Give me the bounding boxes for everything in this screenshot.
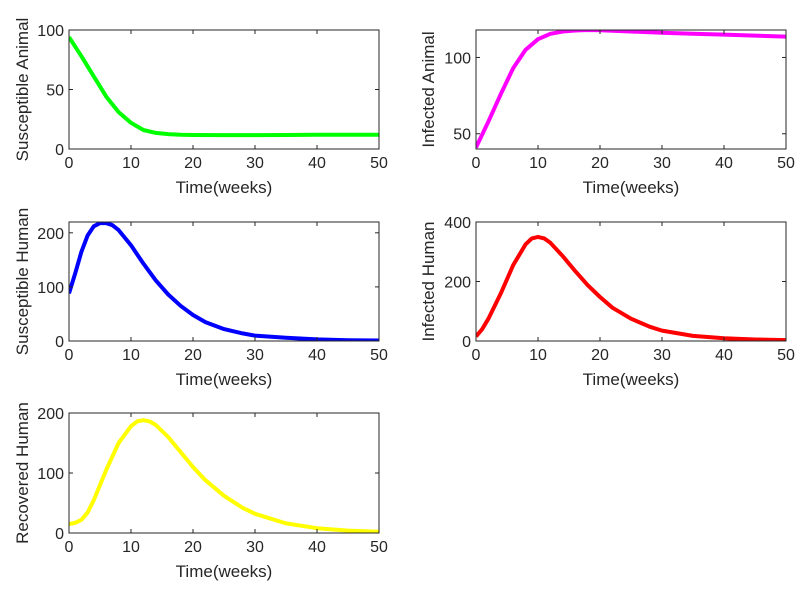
infected-animal-y-tick-label: 100 xyxy=(444,50,471,67)
susceptible-human-y-tick-label: 100 xyxy=(37,280,64,297)
recovered-human-x-tick-label: 30 xyxy=(246,539,264,556)
infected-animal-y-tick-label: 50 xyxy=(453,127,471,144)
recovered-human-axes-frame xyxy=(68,412,380,534)
plot-infected-animal: 0 10 20 30 40 50 50 100 Time(weeks) Infected Anim… xyxy=(419,29,795,197)
susceptible-animal-x-axis-label: Time(weeks) xyxy=(176,178,273,197)
infected-human-x-axis-label: Time(weeks) xyxy=(583,370,680,389)
susceptible-animal-series-line-0 xyxy=(69,36,379,138)
infected-animal-x-axis-label: Time(weeks) xyxy=(583,178,680,197)
infected-human-y-tick-label: 0 xyxy=(462,334,471,351)
recovered-human-x-tick-label: 0 xyxy=(65,539,74,556)
susceptible-human-x-tick-label: 50 xyxy=(370,347,388,364)
susceptible-animal-y-tick-label: 0 xyxy=(55,142,64,159)
infected-human-x-tick-label: 10 xyxy=(529,347,547,364)
infected-human-y-tick-label: 400 xyxy=(444,215,471,232)
susceptible-animal-axes-frame xyxy=(68,29,380,150)
infected-human-x-tick-label: 20 xyxy=(591,347,609,364)
infected-animal-x-tick-label: 50 xyxy=(777,155,795,172)
infected-human-axes-frame xyxy=(475,221,787,342)
susceptible-human-x-tick-label: 0 xyxy=(65,347,74,364)
infected-animal-x-tick-label: 30 xyxy=(653,155,671,172)
susceptible-animal-y-tick-label: 50 xyxy=(46,83,64,100)
susceptible-animal-x-tick-label: 30 xyxy=(246,155,264,172)
recovered-human-y-tick-label: 100 xyxy=(37,466,64,483)
recovered-human-y-tick-label: 200 xyxy=(37,406,64,423)
susceptible-human-y-tick-label: 200 xyxy=(37,226,64,243)
susceptible-animal-x-tick-label: 50 xyxy=(370,155,388,172)
susceptible-human-x-tick-label: 30 xyxy=(246,347,264,364)
recovered-human-x-tick-label: 50 xyxy=(370,539,388,556)
susceptible-human-x-tick-label: 40 xyxy=(308,347,326,364)
susceptible-animal-x-tick-label: 0 xyxy=(65,155,74,172)
plot-recovered-human: 0 10 20 30 40 50 0 100 200 Time(weeks) Recovered H… xyxy=(13,402,388,581)
susceptible-animal-x-tick-label: 20 xyxy=(184,155,202,172)
recovered-human-x-axis-label: Time(weeks) xyxy=(176,562,273,581)
infected-human-x-tick-label: 30 xyxy=(653,347,671,364)
susceptible-human-x-tick-label: 20 xyxy=(184,347,202,364)
infected-animal-axes-frame xyxy=(475,29,787,150)
susceptible-human-axes-frame xyxy=(68,221,380,342)
recovered-human-x-tick-label: 20 xyxy=(184,539,202,556)
infected-human-x-tick-label: 0 xyxy=(472,347,481,364)
susceptible-human-series-line-0 xyxy=(69,222,379,341)
susceptible-human-y-axis-label: Susceptible Human xyxy=(13,208,32,355)
susceptible-human-x-tick-label: 10 xyxy=(122,347,140,364)
susceptible-animal-x-tick-label: 10 xyxy=(122,155,140,172)
infected-animal-y-axis-label: Infected Animal xyxy=(419,31,438,147)
plot-susceptible-human: 0 10 20 30 40 50 0 100 200 Time(weeks) Susceptible… xyxy=(13,208,388,389)
infected-human-x-tick-label: 50 xyxy=(777,347,795,364)
susceptible-animal-x-tick-label: 40 xyxy=(308,155,326,172)
susceptible-human-y-tick-label: 0 xyxy=(55,334,64,351)
infected-animal-x-tick-label: 10 xyxy=(529,155,547,172)
infected-human-x-tick-label: 40 xyxy=(715,347,733,364)
recovered-human-x-tick-label: 40 xyxy=(308,539,326,556)
recovered-human-series-line-0 xyxy=(69,418,379,533)
recovered-human-y-axis-label: Recovered Human xyxy=(13,402,32,544)
infected-human-y-tick-label: 200 xyxy=(444,275,471,292)
infected-animal-x-tick-label: 40 xyxy=(715,155,733,172)
infected-animal-series-line-0 xyxy=(476,30,786,149)
infected-human-series-line-0 xyxy=(476,234,786,341)
infected-animal-x-tick-label: 20 xyxy=(591,155,609,172)
infected-human-y-axis-label: Infected Human xyxy=(419,221,438,341)
susceptible-animal-y-axis-label: Susceptible Animal xyxy=(13,18,32,162)
recovered-human-x-tick-label: 10 xyxy=(122,539,140,556)
infected-animal-x-tick-label: 0 xyxy=(472,155,481,172)
susceptible-animal-y-tick-label: 100 xyxy=(37,23,64,40)
plot-infected-human: 0 10 20 30 40 50 0 200 400 Time(weeks) Infected Hu… xyxy=(419,215,795,389)
plot-susceptible-animal: 0 10 20 30 40 50 0 50 100 Time(weeks) Susceptible … xyxy=(13,18,388,197)
susceptible-human-x-axis-label: Time(weeks) xyxy=(176,370,273,389)
recovered-human-y-tick-label: 0 xyxy=(55,526,64,543)
